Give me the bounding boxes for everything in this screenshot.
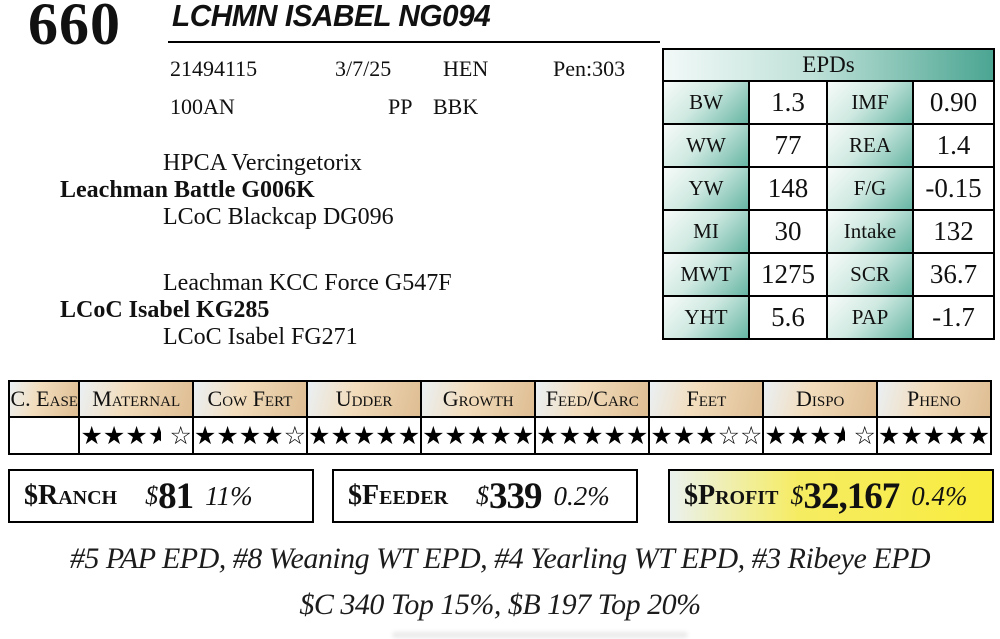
epd-label: YHT <box>664 297 748 338</box>
epd-value: 30 <box>750 211 826 252</box>
profit-percentile: 0.4% <box>911 480 968 511</box>
birth-date: 3/7/25 <box>335 56 392 81</box>
tattoo-code: 100AN <box>170 94 235 119</box>
sex-code: HEN <box>443 56 489 81</box>
epd-label: SCR <box>828 254 912 295</box>
trait-stars-maternal: ★ ★ ★ ★ ☆ <box>80 418 192 453</box>
cropped-content-artifact <box>392 632 688 638</box>
index-box-profit: $Profit $ 32,167 0.4% <box>668 469 994 523</box>
epd-table-title: EPDs <box>664 50 993 80</box>
trait-header-growth: Growth <box>422 382 535 416</box>
epd-label: IMF <box>828 82 912 123</box>
trait-stars-cow-fert: ★ ★ ★ ★ ☆ <box>193 418 307 453</box>
pedigree-sire-dam: LCoC Blackcap DG096 <box>163 204 394 230</box>
registration-number: 21494115 <box>170 56 258 81</box>
epd-label: MI <box>664 211 748 252</box>
ranch-label: $Ranch <box>24 480 118 511</box>
feeder-value: 339 <box>489 475 542 517</box>
trait-stars-growth: ★ ★ ★ ★ ★ <box>422 418 535 453</box>
epd-table: EPDs BW 1.3 IMF 0.90 WW 77 REA 1.4 YW 14… <box>662 48 995 340</box>
trait-header-maternal: Maternal <box>80 382 192 416</box>
epd-value: 1.4 <box>914 125 993 166</box>
pedigree-sire: Leachman Battle G006K <box>60 177 315 203</box>
epd-label: REA <box>828 125 912 166</box>
footnote-rankings: #5 PAP EPD, #8 Weaning WT EPD, #4 Yearli… <box>69 542 931 575</box>
pedigree-dam-sire: Leachman KCC Force G547F <box>163 270 452 296</box>
epd-label: BW <box>664 82 748 123</box>
pedigree-dam: LCoC Isabel KG285 <box>60 297 270 323</box>
trait-stars-pheno: ★ ★ ★ ★ ★ <box>877 418 990 453</box>
trait-header-pheno: Pheno <box>877 382 990 416</box>
index-box-feeder: $Feeder $ 339 0.2% <box>332 469 638 523</box>
epd-label: MWT <box>664 254 748 295</box>
epd-value: -0.15 <box>914 168 993 209</box>
trait-stars-c-ease <box>10 418 79 453</box>
ranch-percentile: 11% <box>205 480 253 511</box>
trait-header-feed-carc: Feed/Carc <box>536 382 649 416</box>
epd-value: 1.3 <box>750 82 826 123</box>
color-code: BBK <box>433 94 479 119</box>
trait-header-dispo: Dispo <box>764 382 876 416</box>
epd-value: 36.7 <box>914 254 993 295</box>
epd-value: 5.6 <box>750 297 826 338</box>
trait-header-c-ease: C. Ease <box>10 382 79 416</box>
feeder-currency: $ <box>476 481 490 510</box>
lot-number: 660 <box>28 0 121 57</box>
epd-value: 148 <box>750 168 826 209</box>
title-underline <box>168 41 660 43</box>
profit-value: 32,167 <box>803 475 900 517</box>
epd-value: 132 <box>914 211 993 252</box>
trait-header-feet: Feet <box>650 382 763 416</box>
epd-value: 77 <box>750 125 826 166</box>
epd-label: Intake <box>828 211 912 252</box>
feeder-label: $Feeder <box>348 480 449 511</box>
trait-header-cow-fert: Cow Fert <box>193 382 307 416</box>
pedigree-sire-sire: HPCA Vercingetorix <box>163 150 362 176</box>
trait-stars-dispo: ★ ★ ★ ★ ☆ <box>764 418 876 453</box>
polled-status: PP <box>388 94 413 119</box>
trait-stars-feed-carc: ★ ★ ★ ★ ★ <box>536 418 649 453</box>
feeder-percentile: 0.2% <box>553 480 610 511</box>
profit-label: $Profit <box>684 480 779 511</box>
trait-stars-feet: ★ ★ ★ ☆ ☆ <box>650 418 763 453</box>
epd-label: YW <box>664 168 748 209</box>
ranch-currency: $ <box>145 481 159 510</box>
epd-value: 0.90 <box>914 82 993 123</box>
footnote-dollar-values: $C 340 Top 15%, $B 197 Top 20% <box>299 588 701 621</box>
ranch-value: 81 <box>158 475 194 517</box>
epd-label: PAP <box>828 297 912 338</box>
trait-header-udder: Udder <box>308 382 421 416</box>
traits-table: C. Ease Maternal Cow Fert Udder Growth F… <box>8 380 992 455</box>
epd-value: -1.7 <box>914 297 993 338</box>
epd-value: 1275 <box>750 254 826 295</box>
epd-label: WW <box>664 125 748 166</box>
epd-label: F/G <box>828 168 912 209</box>
trait-stars-udder: ★ ★ ★ ★ ★ <box>308 418 421 453</box>
pen-number: Pen:303 <box>553 56 626 81</box>
index-box-ranch: $Ranch $ 81 11% <box>8 469 314 523</box>
profit-currency: $ <box>790 481 804 510</box>
animal-name: LCHMN ISABEL NG094 <box>172 0 491 33</box>
pedigree-dam-dam: LCoC Isabel FG271 <box>163 324 358 350</box>
